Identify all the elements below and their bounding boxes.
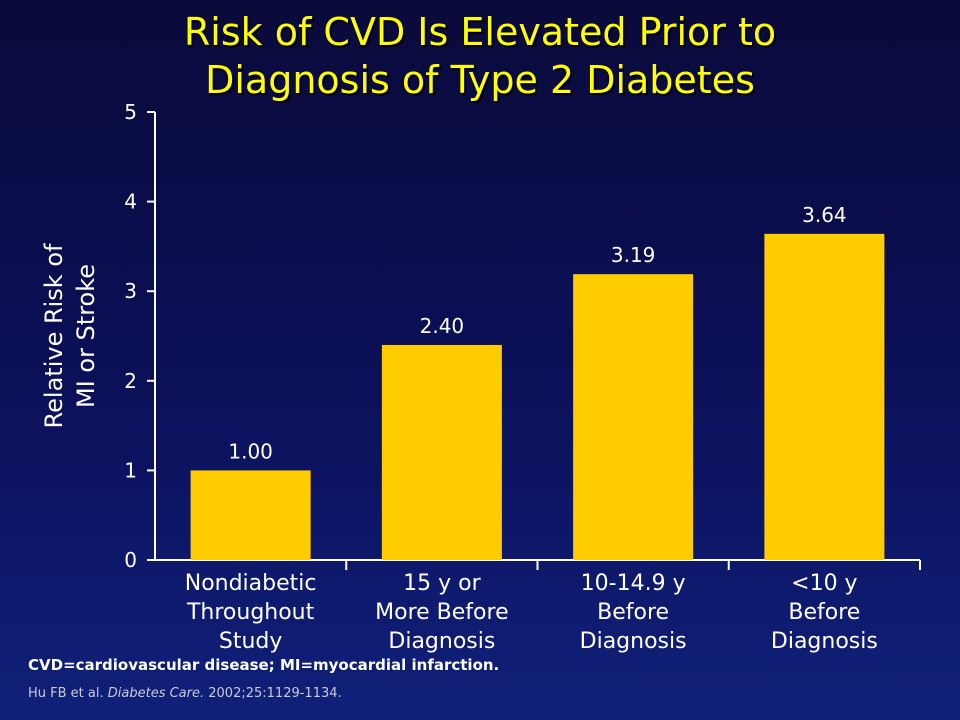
y-tick-label: 1: [124, 458, 137, 482]
citation-details: 2002;25:1129-1134.: [208, 686, 342, 701]
y-axis-label: Relative Risk of MI or Stroke: [40, 243, 100, 428]
y-tick-label: 4: [124, 190, 137, 214]
bar-4: [764, 233, 885, 560]
x-axis: Nondiabetic Throughout Study 15 y or More Be…: [155, 559, 921, 654]
citation-journal: Diabetes Care.: [107, 686, 205, 701]
citation: Hu FB et al. Diabetes Care. 2002;25:1129…: [28, 686, 342, 701]
data-label-2: 2.40: [420, 314, 465, 338]
data-label-4: 3.64: [802, 203, 847, 227]
data-label-3: 3.19: [611, 243, 656, 267]
title-area: Risk of CVD Is Elevated Prior to Diagnos…: [0, 8, 960, 104]
y-axis-title: Relative Risk of MI or Stroke: [40, 243, 100, 428]
bar-2: [381, 344, 502, 560]
data-label-1: 1.00: [228, 439, 273, 463]
bars: 1.00 2.40 3.19 3.64: [190, 203, 885, 560]
y-tick-label: 3: [124, 279, 137, 303]
category-label-3: 10-14.9 y Before Diagnosis: [580, 571, 687, 654]
y-axis: 0 1 2 3 4 5: [124, 100, 156, 572]
y-tick-label: 2: [124, 369, 137, 393]
category-label-4: <10 y Before Diagnosis: [771, 571, 878, 654]
chart-title: Risk of CVD Is Elevated Prior to Diagnos…: [183, 10, 777, 102]
bar-1: [190, 470, 311, 560]
y-tick-label: 5: [124, 100, 137, 124]
citation-authors: Hu FB et al.: [28, 686, 104, 701]
category-label-2: 15 y or More Before Diagnosis: [375, 571, 508, 654]
footnote: CVD=cardiovascular disease; MI=myocardia…: [28, 656, 500, 674]
category-label-1: Nondiabetic Throughout Study: [185, 571, 317, 654]
bar-3: [573, 274, 694, 560]
y-tick-label: 0: [124, 548, 137, 572]
